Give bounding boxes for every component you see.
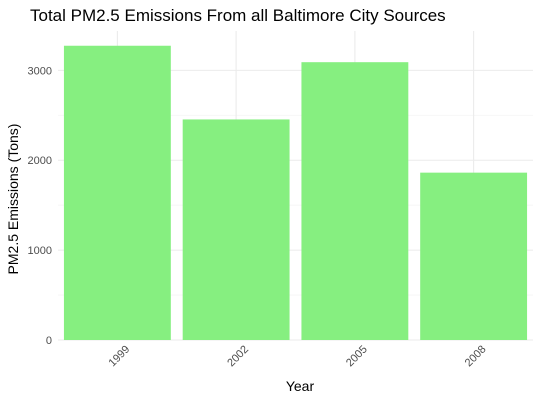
x-tick-label: 2005 (344, 343, 370, 369)
y-axis-title: PM2.5 Emissions (Tons) (5, 124, 21, 275)
bars (63, 45, 528, 341)
chart-title: Total PM2.5 Emissions From all Baltimore… (30, 6, 446, 25)
bar-2002 (182, 119, 290, 340)
x-tick-label: 2002 (225, 343, 251, 369)
y-tick-labels: 0 1000 2000 3000 (28, 65, 52, 347)
y-tick-label: 1000 (28, 245, 52, 257)
bar-1999 (63, 45, 171, 341)
y-tick-label: 3000 (28, 65, 52, 77)
y-tick-label: 2000 (28, 155, 52, 167)
x-axis-title: Year (286, 378, 315, 394)
x-tick-label: 1999 (107, 343, 133, 369)
y-tick-label: 0 (46, 335, 52, 347)
x-tick-label: 2008 (463, 343, 489, 369)
bar-2005 (301, 62, 409, 340)
x-tick-labels: 1999 2002 2005 2008 (107, 343, 489, 369)
bar-2008 (420, 172, 528, 340)
